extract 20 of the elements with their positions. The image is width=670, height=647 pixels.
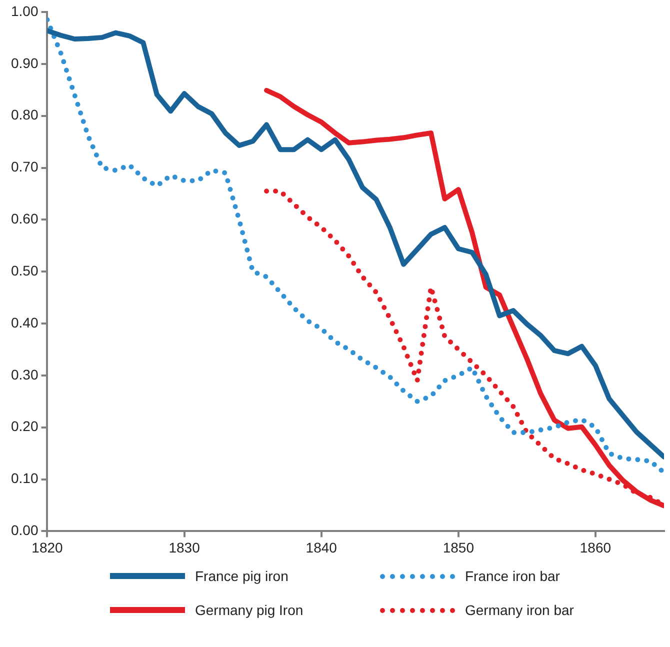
y-tick-label: 0.50: [11, 262, 38, 278]
legend-label: France iron bar: [465, 568, 560, 584]
legend-label: France pig iron: [195, 568, 288, 584]
y-tick-label: 1.00: [11, 2, 38, 19]
x-tick-label: 1850: [442, 539, 474, 556]
x-tick-label: 1860: [580, 539, 612, 556]
legend-label: Germany iron bar: [465, 602, 574, 618]
y-tick-label: 0.90: [11, 54, 38, 71]
x-tick-label: 1840: [306, 539, 338, 556]
y-tick-label: 0.40: [11, 314, 38, 330]
y-tick-label: 0.10: [11, 470, 38, 486]
y-tick-label: 0.30: [11, 366, 38, 382]
legend-label: Germany pig Iron: [195, 602, 304, 618]
y-tick-label: 0.70: [11, 158, 38, 175]
y-tick-label: 0.80: [11, 106, 38, 123]
y-tick-label: 0.00: [11, 522, 38, 538]
x-tick-label: 1830: [168, 539, 200, 556]
y-tick-label: 0.20: [11, 418, 38, 434]
y-tick-label: 0.60: [11, 210, 38, 227]
x-tick-label: 1820: [32, 539, 64, 556]
